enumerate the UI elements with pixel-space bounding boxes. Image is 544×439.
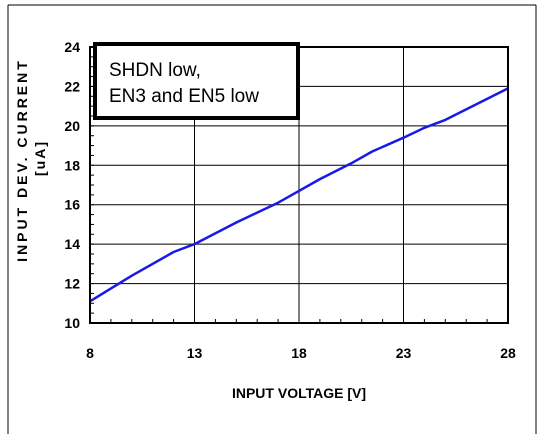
x-tick-label: 13 xyxy=(187,345,203,361)
y-tick-label: 10 xyxy=(64,315,80,331)
x-tick-label: 18 xyxy=(291,345,307,361)
x-tick-labels: 8 13 18 23 28 xyxy=(86,345,516,361)
annotation-box: SHDN low, EN3 and EN5 low xyxy=(93,42,300,120)
y-tick-label: 24 xyxy=(64,39,80,55)
y-axis-unit: [uA] xyxy=(32,140,48,176)
y-tick-label: 22 xyxy=(64,78,80,94)
y-tick-labels: 10 12 14 16 18 20 22 24 xyxy=(64,39,80,331)
y-tick-label: 14 xyxy=(64,236,80,252)
annotation-line-2: EN3 and EN5 low xyxy=(109,86,259,107)
x-tick-label: 28 xyxy=(500,345,516,361)
series-group xyxy=(89,87,509,303)
series-line xyxy=(89,87,509,303)
y-tick-label: 16 xyxy=(64,197,80,213)
x-tick-label: 23 xyxy=(396,345,412,361)
y-tick-label: 18 xyxy=(64,157,80,173)
x-axis-title: INPUT VOLTAGE [V] xyxy=(232,385,366,401)
y-tick-label: 20 xyxy=(64,118,80,134)
annotation-frame xyxy=(93,42,300,120)
y-tick-label: 12 xyxy=(64,276,80,292)
annotation-line-1: SHDN low, xyxy=(109,60,201,81)
x-tick-label: 8 xyxy=(86,345,94,361)
y-axis-title: INPUT DEV. CURRENT xyxy=(14,58,30,262)
